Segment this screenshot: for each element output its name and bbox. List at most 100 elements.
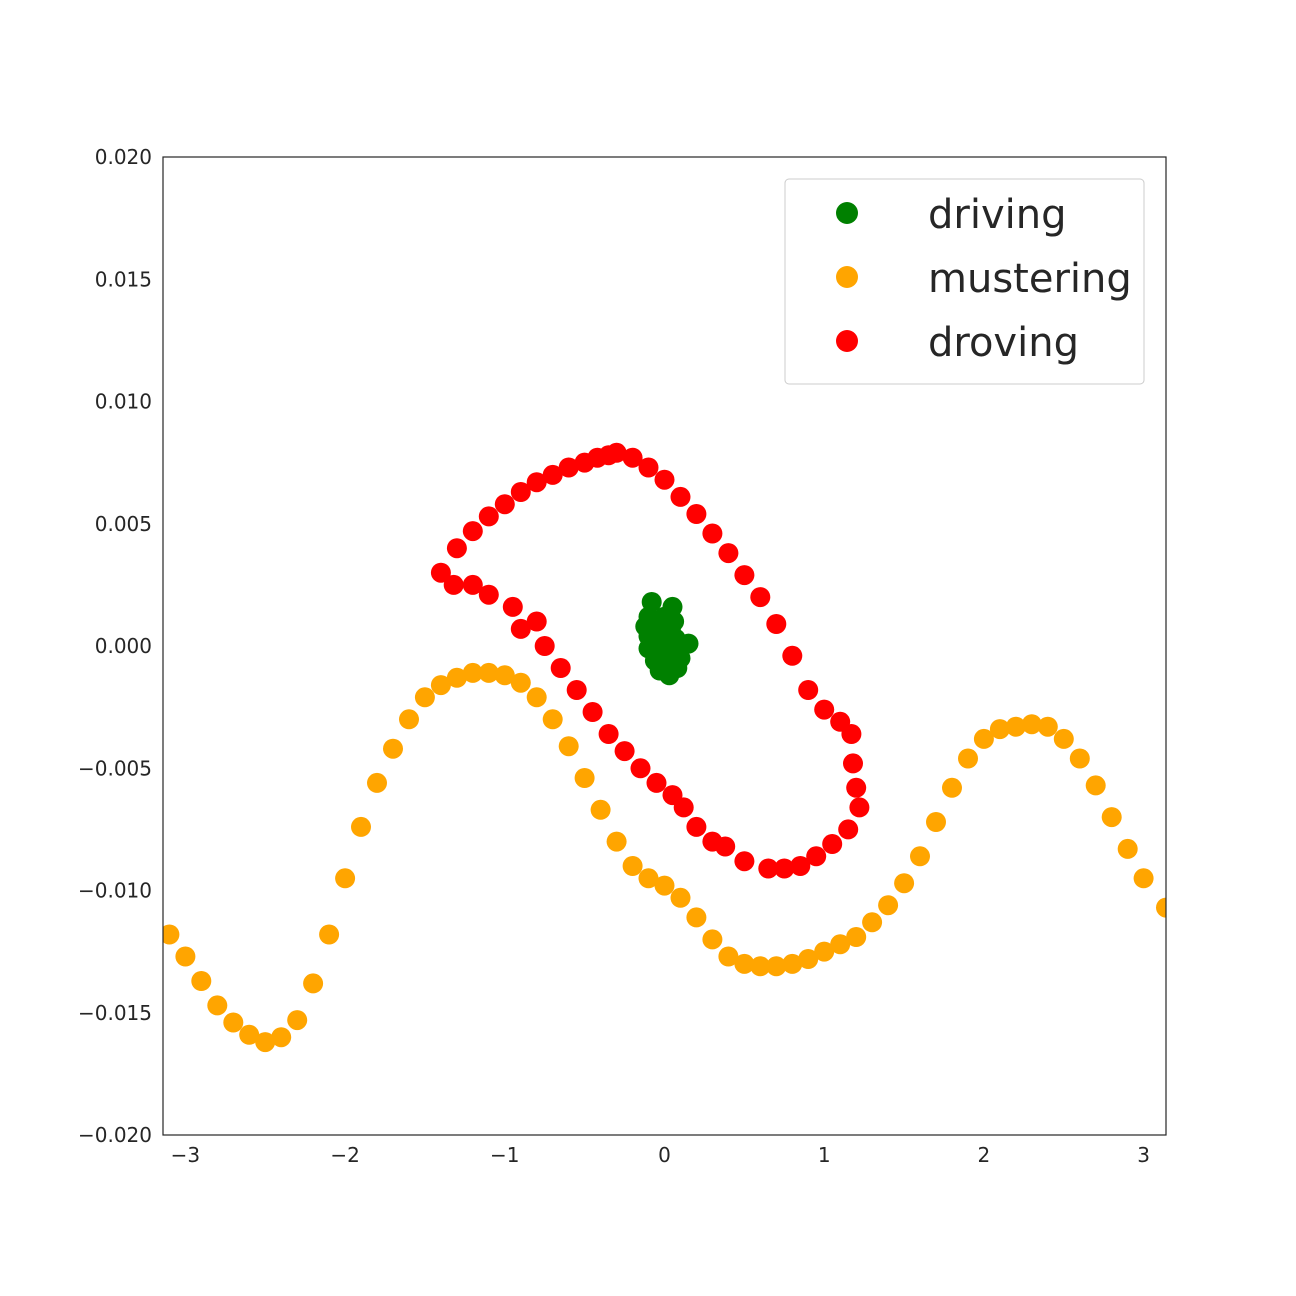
y-tick-label: −0.010 — [78, 879, 152, 903]
mustering-point — [942, 777, 962, 798]
mustering-point — [1069, 748, 1090, 769]
mustering-point — [1005, 716, 1026, 737]
droving-point — [534, 636, 555, 656]
droving-point — [838, 819, 859, 840]
droving-point — [558, 457, 579, 478]
x-axis: −3 −2 −1 0 1 2 3 — [171, 1143, 1150, 1167]
droving-point — [806, 846, 827, 867]
droving-point — [550, 658, 571, 678]
droving-point — [630, 758, 651, 779]
y-axis: 0.020 0.015 0.010 0.005 0.000 −0.005 −0.010 −0.… — [78, 145, 152, 1147]
droving-point — [849, 797, 870, 818]
x-tick-label: 1 — [818, 1143, 831, 1167]
mustering-point — [1117, 838, 1138, 859]
mustering-point — [367, 772, 387, 793]
mustering-point — [590, 799, 611, 820]
droving-point — [566, 680, 587, 700]
mustering-point — [399, 709, 419, 730]
legend-box — [784, 178, 1145, 385]
droving-point — [510, 618, 531, 639]
mustering-point — [846, 927, 867, 947]
mustering-point — [478, 662, 499, 683]
droving-point — [841, 724, 862, 744]
mustering-point — [239, 1024, 260, 1045]
mustering-point — [750, 956, 771, 977]
mustering-point — [462, 662, 483, 683]
y-tick-label: 0.020 — [95, 145, 152, 169]
droving-point — [430, 562, 451, 583]
x-tick-label: 3 — [1137, 1143, 1150, 1167]
mustering-point — [878, 895, 899, 916]
droving-point — [774, 858, 795, 879]
mustering-point — [989, 719, 1010, 740]
droving-point — [478, 584, 499, 605]
mustering-point — [1037, 716, 1058, 737]
mustering-point — [303, 973, 324, 994]
mustering-point — [1133, 868, 1154, 889]
droving-point — [614, 741, 635, 762]
droving-point — [766, 614, 787, 634]
legend-label-driving: driving — [928, 192, 1066, 238]
mustering-point — [686, 907, 707, 928]
droving-point — [510, 482, 531, 502]
series-mustering — [163, 662, 1166, 1053]
mustering-point — [446, 667, 467, 688]
droving-point — [462, 574, 483, 595]
droving-point — [478, 506, 499, 527]
mustering-point — [319, 924, 340, 945]
droving-point — [654, 469, 675, 490]
mustering-point — [271, 1027, 292, 1048]
droving-point — [734, 851, 755, 872]
y-tick-label: −0.005 — [78, 756, 152, 780]
mustering-point — [830, 934, 851, 955]
droving-point — [798, 680, 819, 700]
mustering-point — [175, 946, 196, 967]
droving-point — [502, 596, 523, 617]
droving-point — [670, 486, 691, 507]
mustering-point — [958, 748, 978, 769]
mustering-point — [1156, 897, 1166, 918]
mustering-point — [782, 953, 803, 974]
mustering-point — [766, 956, 787, 977]
mustering-point — [494, 665, 515, 686]
y-tick-label: 0.005 — [95, 512, 152, 536]
mustering-point — [654, 875, 675, 896]
legend-marker-driving — [836, 202, 858, 224]
mustering-point — [670, 887, 691, 908]
mustering-point — [255, 1032, 276, 1053]
legend-label-droving: droving — [928, 320, 1079, 366]
mustering-point — [542, 709, 563, 730]
mustering-point — [574, 768, 595, 788]
droving-point — [526, 611, 547, 632]
mustering-point — [606, 831, 627, 852]
series-droving — [430, 442, 870, 879]
x-tick-label: −3 — [171, 1143, 200, 1167]
y-tick-label: −0.020 — [78, 1123, 152, 1147]
droving-point — [494, 494, 515, 515]
mustering-point — [1053, 728, 1074, 749]
droving-point — [598, 445, 619, 466]
legend-marker-droving — [836, 330, 858, 352]
mustering-point — [862, 912, 883, 933]
mustering-point — [973, 728, 994, 749]
droving-point — [686, 816, 707, 837]
mustering-point — [1021, 714, 1042, 735]
mustering-point — [926, 812, 946, 832]
series-layer — [163, 442, 1166, 1053]
droving-point — [662, 785, 683, 806]
droving-point — [443, 574, 464, 595]
droving-point — [526, 472, 547, 493]
mustering-point — [383, 738, 403, 759]
droving-point — [582, 702, 603, 722]
mustering-point — [734, 953, 755, 974]
x-tick-label: 0 — [658, 1143, 671, 1167]
droving-point — [646, 772, 667, 793]
legend-label-mustering: mustering — [928, 256, 1132, 302]
mustering-point — [510, 672, 531, 693]
mustering-point — [335, 868, 356, 889]
droving-point — [702, 523, 723, 544]
plot-frame — [162, 156, 1167, 1136]
mustering-point — [207, 995, 228, 1016]
droving-point — [750, 587, 771, 608]
